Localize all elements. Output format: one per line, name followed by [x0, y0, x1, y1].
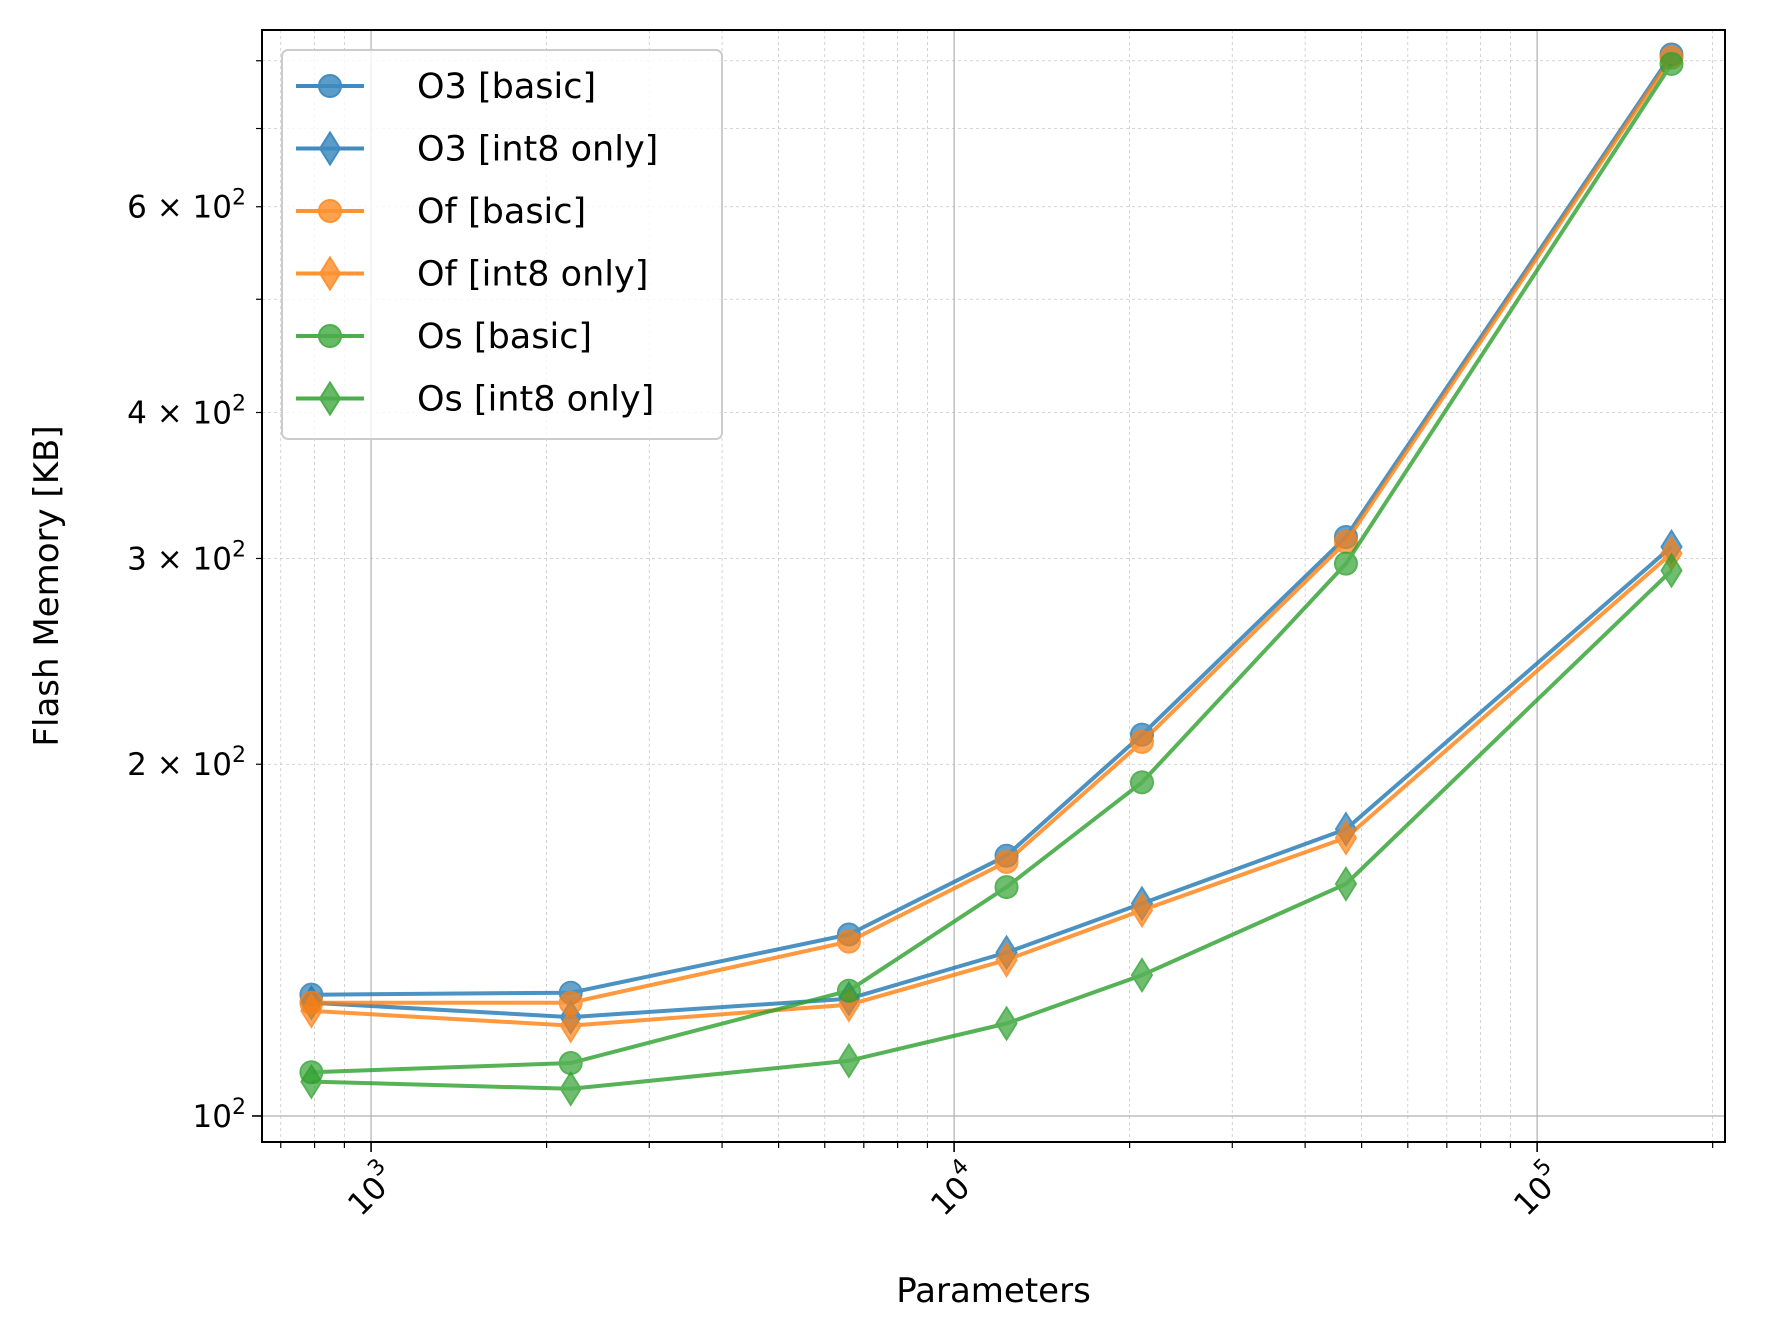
legend-marker: [318, 380, 342, 417]
data-point: [1130, 892, 1154, 929]
legend-label: O3 [int8 only]: [417, 130, 658, 170]
legend-label: Os [basic]: [417, 317, 592, 357]
legend-item: [296, 324, 364, 348]
series-of-int8-only: [300, 535, 1683, 1044]
legend-item: [296, 199, 364, 223]
data-point: [995, 1005, 1018, 1042]
legend-item: [296, 74, 364, 98]
data-point: [300, 993, 323, 1029]
data-point: [1130, 957, 1154, 993]
legend-marker: [318, 130, 342, 167]
legend-marker: [318, 324, 342, 348]
legend-label: Of [int8 only]: [417, 255, 648, 295]
data-point: [1660, 552, 1683, 589]
series-os-basic: [299, 51, 1684, 1085]
legend-box: [281, 49, 723, 440]
legend-marker: [318, 199, 342, 223]
legend-marker: [318, 74, 342, 98]
data-point: [836, 978, 861, 1003]
plot-area-frame: [261, 29, 1726, 1143]
data-point: [836, 929, 861, 954]
data-point: [558, 1051, 583, 1076]
data-point: [559, 1007, 582, 1044]
data-point: [1129, 729, 1154, 754]
legend-marker: [318, 255, 342, 292]
legend: O3 [basic] O3 [int8 only] Of [basic] Of [in…: [281, 49, 723, 440]
legend-label: O3 [basic]: [417, 67, 596, 107]
y-tick-label: 4 × 102: [127, 391, 246, 431]
x-axis-label: Parameters: [896, 1271, 1091, 1311]
data-point: [300, 1063, 323, 1100]
data-point: [994, 849, 1019, 874]
data-point: [1659, 51, 1684, 76]
data-point: [1334, 819, 1358, 856]
legend-item: [296, 255, 364, 292]
y-axis-label: Flash Memory [KB]: [27, 425, 67, 746]
legend-label: Of [basic]: [417, 192, 586, 232]
y-tick-label: 6 × 102: [127, 186, 246, 226]
data-point: [995, 942, 1018, 978]
data-point: [1333, 551, 1358, 576]
y-axis-ticks: 102 2 × 102 3 × 102 4 × 102 6 × 102: [127, 60, 262, 1135]
data-point: [1334, 865, 1358, 902]
legend-item: [296, 130, 364, 167]
legend-label: Os [int8 only]: [417, 380, 654, 420]
y-tick-label: 2 × 102: [127, 743, 246, 783]
series-os-int8-only: [300, 552, 1683, 1107]
data-point: [837, 1042, 861, 1079]
data-point: [1129, 770, 1154, 795]
series-layer: [299, 42, 1684, 1107]
y-tick-label: 102: [193, 1095, 246, 1135]
data-point: [994, 875, 1019, 900]
data-point: [559, 1070, 582, 1107]
y-tick-label: 3 × 102: [127, 537, 246, 577]
series-of-basic: [299, 45, 1684, 1015]
legend-item: [296, 380, 364, 417]
